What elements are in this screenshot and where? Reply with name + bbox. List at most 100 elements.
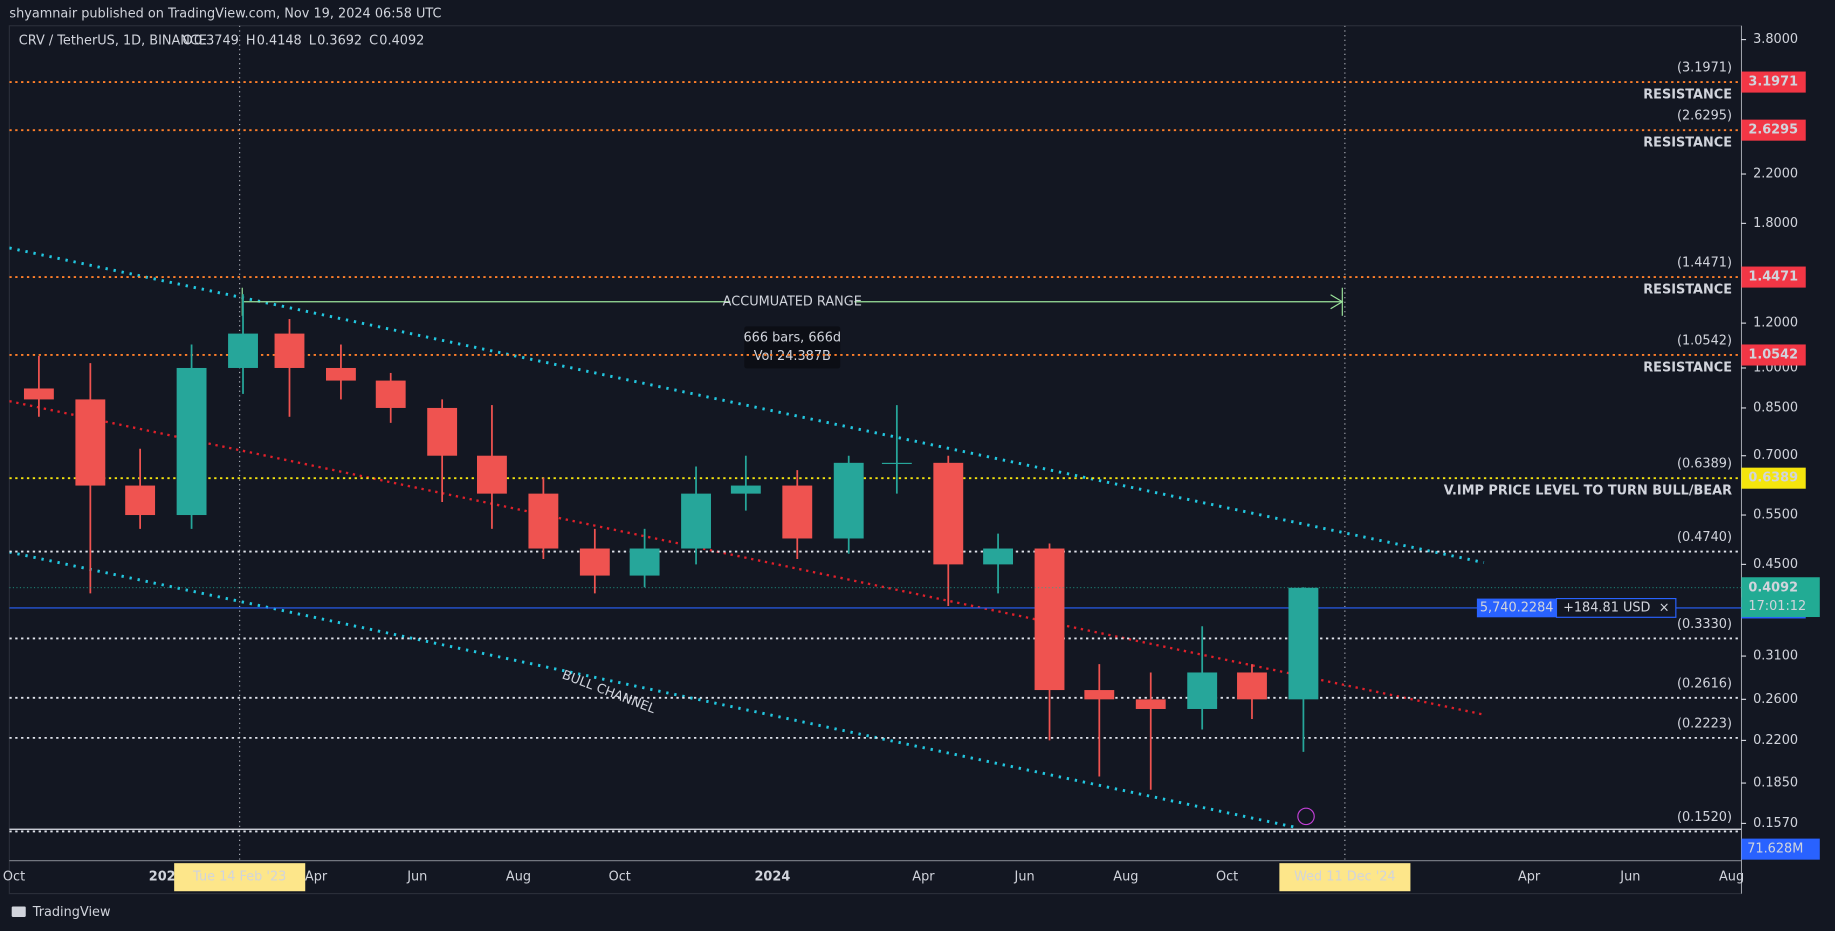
candle-body [782, 485, 813, 539]
volume-badge [1741, 838, 1820, 860]
x-tick-label: Oct [609, 870, 631, 885]
candle-body [1187, 672, 1218, 709]
legend-key: O [183, 33, 193, 48]
level-label: (2.6295) [1677, 109, 1732, 124]
x-tick-label: Jun [1619, 870, 1640, 885]
x-tick-label: 2024 [754, 870, 790, 885]
legend-key: L [309, 33, 317, 48]
y-tick-label: 2.2000 [1753, 167, 1798, 182]
candle-body [477, 455, 507, 494]
legend-value: 0.4092 [379, 33, 424, 48]
level-label: (0.2223) [1677, 716, 1732, 731]
y-tick-label: 3.8000 [1753, 32, 1798, 47]
candle-body [1034, 548, 1065, 691]
legend-value: 0.3692 [317, 33, 362, 48]
channel-upper [9, 246, 1485, 565]
range-info-box [744, 326, 841, 369]
y-tick-label: 0.7000 [1753, 448, 1798, 463]
level-label: (3.1971) [1677, 61, 1732, 76]
level-label: (0.4740) [1677, 530, 1732, 545]
level-note: RESISTANCE [1643, 360, 1732, 375]
range-bars: 666 bars, 666d [743, 331, 841, 346]
y-tick-label: 0.2200 [1753, 733, 1798, 748]
candle-body [274, 333, 305, 368]
crosshair-label: Wed 11 Dec '24 [1294, 870, 1395, 885]
alert-icon [1297, 807, 1315, 826]
range-label: ACCUMUATED RANGE [723, 294, 862, 309]
candle-body [681, 493, 711, 549]
range-label-bg [730, 292, 855, 310]
price-badge [1741, 467, 1806, 489]
y-tick-label: 0.1570 [1753, 816, 1798, 831]
candle-body [23, 388, 54, 400]
position-close: × [1659, 600, 1670, 615]
drawings: ACCUMUATED RANGE 666 bars, 666d Vol 24.3… [9, 25, 1742, 860]
last-price-badge [1741, 577, 1820, 618]
candle-body [579, 548, 610, 576]
level-label: (1.4471) [1677, 256, 1732, 271]
candle-body [881, 462, 912, 465]
price-badge-label: 2.6295 [1748, 123, 1798, 138]
header-text: shyamnair published on TradingView.com, … [9, 7, 441, 22]
candle-body [375, 380, 406, 408]
legend-value: 0.3749 [194, 33, 239, 48]
footer: TradingView [11, 905, 110, 920]
legend-symbol: CRV / TetherUS, 1D, BINANCE [19, 33, 207, 48]
crosshair-label-bg [174, 863, 306, 892]
y-tick-label: 1.8000 [1753, 216, 1798, 231]
price-badge-label: 3.1971 [1748, 75, 1798, 90]
last-price-label: 0.4092 [1748, 580, 1798, 595]
volume-label: 71.628M [1747, 842, 1803, 857]
candle-body [1237, 672, 1267, 700]
price-badge-label: 1.4471 [1748, 270, 1798, 285]
x-tick-label: Jun [406, 870, 427, 885]
level-note: RESISTANCE [1643, 87, 1732, 102]
price-badge-label: 1.0542 [1748, 347, 1798, 362]
candle-body [325, 367, 356, 381]
candle-body [75, 399, 106, 486]
countdown: 17:01:12 [1748, 599, 1806, 614]
legend-value: 0.4148 [257, 33, 302, 48]
position-qty: 5,740.2284 [1480, 600, 1554, 615]
candle-body [629, 548, 660, 576]
y-tick-label: 0.3100 [1753, 649, 1798, 664]
candle-body [176, 367, 207, 516]
level-label: (0.1520) [1677, 810, 1732, 825]
logo [11, 906, 26, 917]
candle-body [1288, 587, 1319, 700]
legend-key: C [369, 33, 378, 48]
level-note: RESISTANCE [1643, 136, 1732, 151]
candle-body [833, 462, 864, 539]
candle-body [983, 548, 1014, 565]
x-tick-label: Apr [305, 870, 328, 885]
position-pnl-bg [1555, 597, 1677, 618]
level-label: (0.3330) [1677, 617, 1732, 632]
position-pnl: +184.81 USD [1563, 600, 1650, 615]
candle-body [427, 407, 458, 456]
candle-body [125, 485, 156, 516]
position-qty-bg [1476, 598, 1557, 618]
x-tick-label: Oct [1216, 870, 1238, 885]
price-badge-label: 0.6389 [1748, 471, 1798, 486]
x-tick-label: Aug [1719, 870, 1744, 885]
candle-body [1135, 699, 1166, 709]
y-tick-label: 0.5500 [1753, 508, 1798, 523]
level-label: (0.2616) [1677, 676, 1732, 691]
channel-lower [9, 550, 1300, 830]
y-tick-label: 0.8500 [1753, 400, 1798, 415]
level-label: (0.6389) [1677, 457, 1732, 472]
x-tick-label: Jun [1014, 870, 1035, 885]
x-tick-label: Apr [912, 870, 935, 885]
chart-frame [8, 25, 1742, 895]
x-tick-label: Oct [3, 870, 25, 885]
level-note: V.IMP PRICE LEVEL TO TURN BULL/BEAR [1444, 484, 1732, 499]
x-tick-label: Aug [1113, 870, 1138, 885]
crosshair-label-bg [1279, 863, 1411, 892]
price-badge [1741, 344, 1806, 366]
candle-body [933, 462, 964, 565]
candle-body [528, 493, 559, 549]
price-badge [1741, 119, 1806, 141]
crosshair-label: Tue 14 Feb '23 [192, 870, 286, 885]
